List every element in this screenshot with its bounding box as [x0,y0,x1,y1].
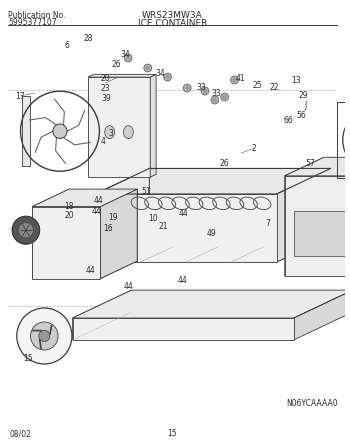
Text: 19: 19 [108,212,118,221]
Text: 08/02: 08/02 [10,429,32,438]
Polygon shape [285,157,324,276]
Text: 44: 44 [123,281,133,290]
Polygon shape [100,189,137,279]
Polygon shape [294,211,349,256]
Polygon shape [72,290,132,340]
Polygon shape [22,96,30,166]
Text: 33: 33 [196,82,206,91]
Polygon shape [150,74,156,177]
Text: 51: 51 [141,186,150,195]
Circle shape [221,93,229,101]
Text: 39: 39 [102,94,111,103]
Circle shape [231,76,238,84]
Circle shape [166,75,169,79]
Polygon shape [149,168,331,237]
Text: 34: 34 [120,49,130,59]
Text: 22: 22 [269,82,279,91]
Text: 2: 2 [252,143,257,152]
Text: 44: 44 [86,266,96,275]
Polygon shape [72,318,294,340]
Polygon shape [285,176,350,276]
Text: 44: 44 [177,276,187,284]
Polygon shape [132,290,350,312]
Text: 15: 15 [23,353,33,362]
Text: 25: 25 [252,81,262,90]
Circle shape [203,89,207,93]
Text: J: J [304,100,307,109]
Text: 33: 33 [212,89,222,98]
Circle shape [223,95,227,99]
Text: 3: 3 [108,129,113,138]
Circle shape [12,216,40,244]
Polygon shape [33,189,69,279]
Text: 44: 44 [178,208,188,217]
Text: 10: 10 [148,214,158,223]
Polygon shape [88,77,150,177]
Text: N06YCAAAA0: N06YCAAAA0 [286,399,337,408]
Text: 49: 49 [207,228,217,237]
Polygon shape [69,189,137,261]
Polygon shape [285,257,350,276]
Text: 5995377107: 5995377107 [8,18,56,27]
Text: 44: 44 [92,207,102,215]
Circle shape [213,98,217,102]
Text: 6: 6 [64,40,69,49]
Text: 17: 17 [15,91,24,100]
Text: 44: 44 [94,195,103,204]
Text: ICE CONTAINER: ICE CONTAINER [138,19,207,28]
Polygon shape [88,74,156,77]
Circle shape [126,56,130,60]
Text: 41: 41 [236,73,245,82]
Polygon shape [33,261,137,279]
Text: 18: 18 [64,202,74,211]
Text: 20: 20 [100,73,110,82]
Circle shape [185,86,189,90]
Text: 21: 21 [159,221,168,231]
Polygon shape [33,207,100,279]
Circle shape [18,223,34,238]
Ellipse shape [105,125,114,138]
Polygon shape [33,189,137,207]
Ellipse shape [124,125,133,138]
Text: 15: 15 [168,429,177,438]
Polygon shape [95,194,276,262]
Text: 23: 23 [100,83,110,92]
Text: 16: 16 [104,224,113,233]
Text: 26: 26 [220,159,230,168]
Text: Publication No.: Publication No. [8,11,65,20]
Polygon shape [95,237,331,262]
Circle shape [232,78,237,82]
Text: 13: 13 [291,76,300,85]
Text: 7: 7 [266,219,271,228]
Polygon shape [324,157,350,257]
Circle shape [211,96,219,104]
Text: 66: 66 [284,116,294,125]
Text: 29: 29 [299,90,308,99]
Circle shape [183,84,191,92]
Circle shape [39,331,50,341]
Polygon shape [72,290,350,318]
Circle shape [144,64,152,72]
Circle shape [201,87,209,95]
Text: 57: 57 [306,159,315,168]
Text: 26: 26 [111,60,121,69]
Circle shape [30,322,58,350]
Text: 4: 4 [101,137,106,146]
Circle shape [53,124,67,138]
Text: 28: 28 [84,34,93,43]
Circle shape [17,308,72,364]
Text: 56: 56 [297,111,306,120]
Text: WRS23MW3A: WRS23MW3A [142,11,203,20]
Polygon shape [276,168,331,262]
Circle shape [124,54,132,62]
Circle shape [163,73,172,81]
Circle shape [146,66,150,70]
Polygon shape [294,290,350,340]
Polygon shape [285,157,350,176]
Text: 34: 34 [156,69,166,78]
Text: 20: 20 [64,211,74,220]
Polygon shape [95,168,149,262]
